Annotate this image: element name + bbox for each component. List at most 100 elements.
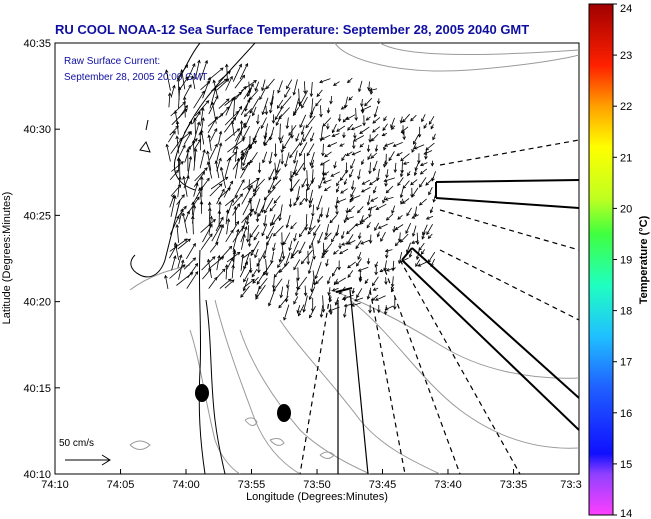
current-vector	[269, 203, 277, 212]
current-vector	[355, 108, 357, 121]
current-vector	[209, 88, 217, 109]
current-vector	[239, 63, 248, 80]
current-vector	[349, 169, 354, 178]
current-vector-head	[239, 193, 244, 197]
current-vector-head	[339, 177, 344, 182]
current-vector	[346, 151, 353, 156]
current-vector	[226, 218, 230, 235]
current-vector-head	[197, 59, 201, 64]
current-vector-head	[380, 238, 384, 242]
current-vector	[176, 272, 193, 286]
current-vector-head	[384, 281, 388, 285]
current-vector-head	[277, 264, 281, 268]
current-vector-head	[359, 130, 363, 134]
current-vector-head	[280, 149, 285, 154]
current-vector	[252, 106, 257, 116]
current-vector	[178, 260, 184, 280]
current-vector-head	[421, 118, 425, 123]
current-vector	[243, 83, 254, 100]
current-vector-head	[257, 169, 262, 174]
current-vector	[244, 108, 253, 117]
current-vector	[333, 278, 338, 285]
current-vector-head	[322, 123, 326, 127]
current-vector	[379, 268, 387, 272]
current-vector-head	[415, 263, 419, 268]
current-vector	[315, 276, 324, 284]
current-vector-head	[298, 233, 303, 238]
current-vector-head	[316, 206, 320, 211]
current-vector-head	[349, 174, 353, 178]
current-vector-head	[350, 186, 355, 191]
current-vector	[219, 246, 232, 261]
current-vector	[346, 225, 356, 235]
current-vector	[281, 143, 284, 153]
current-vector	[357, 251, 362, 260]
current-vector-head	[345, 152, 350, 156]
current-vector	[413, 134, 420, 145]
current-vector	[199, 149, 205, 169]
current-vector-head	[188, 84, 192, 88]
current-vector	[169, 244, 178, 259]
current-vector	[200, 219, 216, 233]
current-vector-head	[346, 79, 351, 84]
current-vector	[380, 231, 386, 242]
current-vector	[176, 64, 188, 80]
current-vector-head	[345, 210, 350, 214]
current-vector-head	[369, 91, 374, 95]
current-vector	[306, 143, 315, 156]
current-vector	[309, 106, 315, 118]
colorbar-tick-label: 23	[620, 50, 632, 62]
current-vector-head	[181, 194, 185, 198]
current-vector	[384, 177, 395, 182]
current-vector	[350, 187, 356, 198]
current-vector	[311, 276, 315, 292]
current-vector	[415, 259, 421, 267]
current-vector-head	[285, 125, 290, 130]
current-vector-head	[340, 190, 344, 194]
current-vector	[225, 229, 234, 243]
current-vector-head	[264, 209, 268, 214]
current-vector-head	[305, 183, 310, 188]
current-vector	[400, 198, 404, 205]
current-vector	[398, 252, 403, 264]
current-vector-head	[226, 218, 231, 222]
current-vector	[369, 162, 371, 174]
current-vector-head	[263, 196, 268, 201]
current-vector-head	[253, 236, 257, 241]
current-vector-head	[182, 96, 187, 100]
current-vector	[333, 249, 339, 255]
current-vector-head	[232, 248, 237, 253]
current-vector	[347, 270, 354, 278]
current-vector	[399, 232, 401, 242]
current-vector	[320, 207, 323, 217]
current-vector	[286, 117, 289, 129]
current-vector-head	[240, 149, 244, 154]
current-vector-head	[319, 162, 324, 166]
current-vector-head	[173, 255, 177, 259]
current-vector	[330, 95, 333, 104]
current-vector	[304, 81, 306, 94]
current-vector	[420, 162, 428, 166]
y-tick-label: 40:25	[23, 210, 51, 222]
current-vector-head	[366, 296, 371, 300]
current-vector	[328, 287, 331, 296]
current-vector	[171, 108, 188, 126]
current-vector	[358, 266, 369, 272]
y-tick-label: 40:15	[23, 383, 51, 395]
current-vector-head	[230, 120, 235, 125]
current-vector	[305, 115, 316, 128]
current-vector	[192, 216, 194, 235]
current-vector	[420, 168, 428, 175]
current-vector	[202, 268, 212, 280]
current-vector-head	[173, 195, 177, 200]
current-vector	[374, 106, 379, 118]
current-vector-head	[421, 235, 425, 240]
current-vector-head	[224, 63, 229, 68]
current-vector	[335, 277, 347, 285]
current-vector-head	[175, 120, 180, 125]
current-vector-head	[279, 294, 284, 299]
current-vector-head	[238, 131, 242, 136]
current-vector	[256, 250, 266, 267]
current-vector-head	[381, 132, 386, 137]
current-vector	[322, 143, 324, 156]
